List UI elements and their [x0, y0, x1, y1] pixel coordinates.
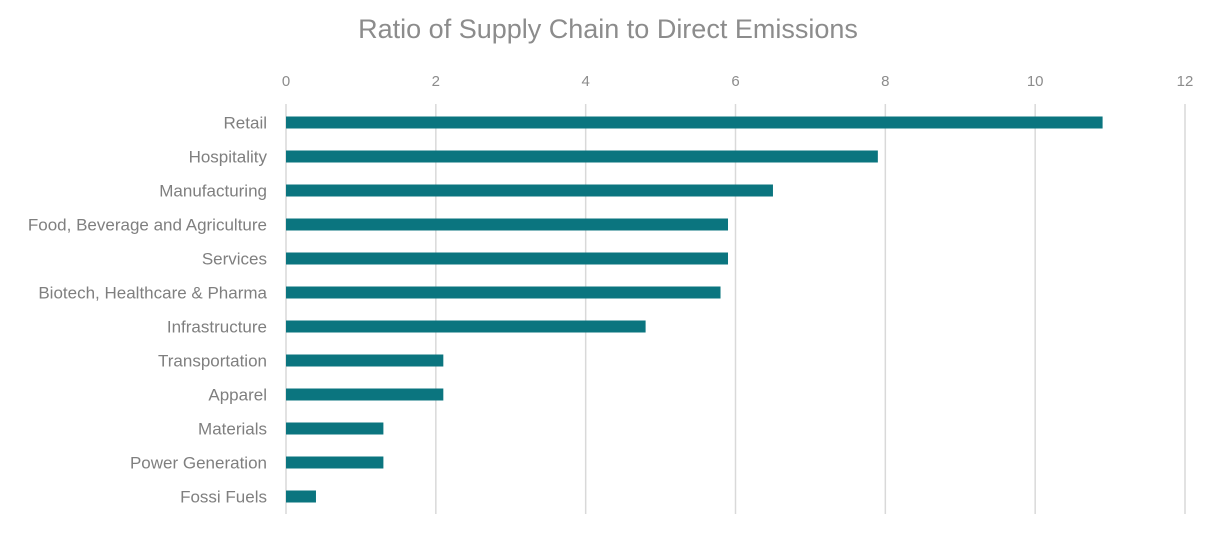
- x-tick-label: 2: [432, 73, 440, 90]
- bar: [286, 252, 729, 265]
- bar: [286, 320, 646, 333]
- gridlines: [285, 104, 1186, 514]
- x-tick-label: 10: [1027, 73, 1044, 90]
- category-label: Transportation: [158, 352, 267, 371]
- category-label: Retail: [224, 114, 267, 133]
- bar: [286, 150, 878, 163]
- bar: [286, 388, 444, 401]
- x-axis-ticks: 0 2 4 6 8 10 12: [282, 73, 1194, 90]
- bars: [286, 116, 1103, 503]
- x-tick-label: 6: [731, 73, 739, 90]
- bar: [286, 354, 444, 367]
- x-tick-label: 0: [282, 73, 290, 90]
- bar: [286, 116, 1103, 129]
- category-label: Materials: [198, 420, 267, 439]
- bar: [286, 184, 773, 197]
- category-label: Food, Beverage and Agriculture: [28, 216, 267, 235]
- x-tick-label: 8: [881, 73, 889, 90]
- category-label: Fossi Fuels: [180, 488, 267, 507]
- category-label: Services: [202, 250, 267, 269]
- bar: [286, 286, 721, 299]
- bar: [286, 490, 316, 503]
- category-label: Power Generation: [130, 454, 267, 473]
- category-labels: Retail Hospitality Manufacturing Food, Beve…: [28, 114, 268, 507]
- category-label: Biotech, Healthcare & Pharma: [38, 284, 267, 303]
- category-label: Infrastructure: [167, 318, 267, 337]
- x-tick-label: 4: [581, 73, 589, 90]
- category-label: Manufacturing: [159, 182, 267, 201]
- x-tick-label: 12: [1177, 73, 1194, 90]
- category-label: Hospitality: [189, 148, 268, 167]
- bar: [286, 456, 384, 469]
- category-label: Apparel: [208, 386, 267, 405]
- bar: [286, 422, 384, 435]
- bar: [286, 218, 729, 231]
- chart-title: Ratio of Supply Chain to Direct Emission…: [358, 14, 858, 44]
